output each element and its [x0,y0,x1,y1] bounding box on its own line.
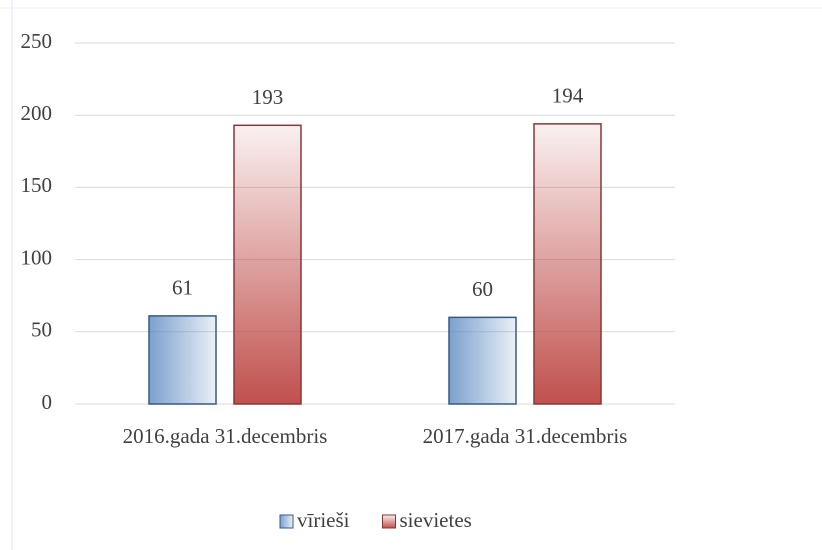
x-tick-label: 2017.gada 31.decembris [423,424,628,448]
y-tick-label: 0 [42,390,53,414]
bar [533,123,602,405]
data-label: 61 [172,276,193,300]
legend-label: vīrieši [297,508,350,532]
bar [233,124,302,405]
legend-label: sievietes [400,508,472,532]
legend-swatch [382,514,396,529]
legend-swatch [279,514,294,529]
bar [448,316,517,405]
y-tick-label: 100 [21,245,53,269]
y-tick-label: 200 [21,101,53,125]
y-tick-label: 50 [31,318,52,342]
data-label: 194 [552,84,584,108]
data-label: 193 [252,85,284,109]
bar [148,315,217,405]
x-tick-label: 2016.gada 31.decembris [123,424,328,448]
y-tick-label: 250 [21,29,53,53]
data-label: 60 [472,277,493,301]
y-tick-label: 150 [21,173,53,197]
